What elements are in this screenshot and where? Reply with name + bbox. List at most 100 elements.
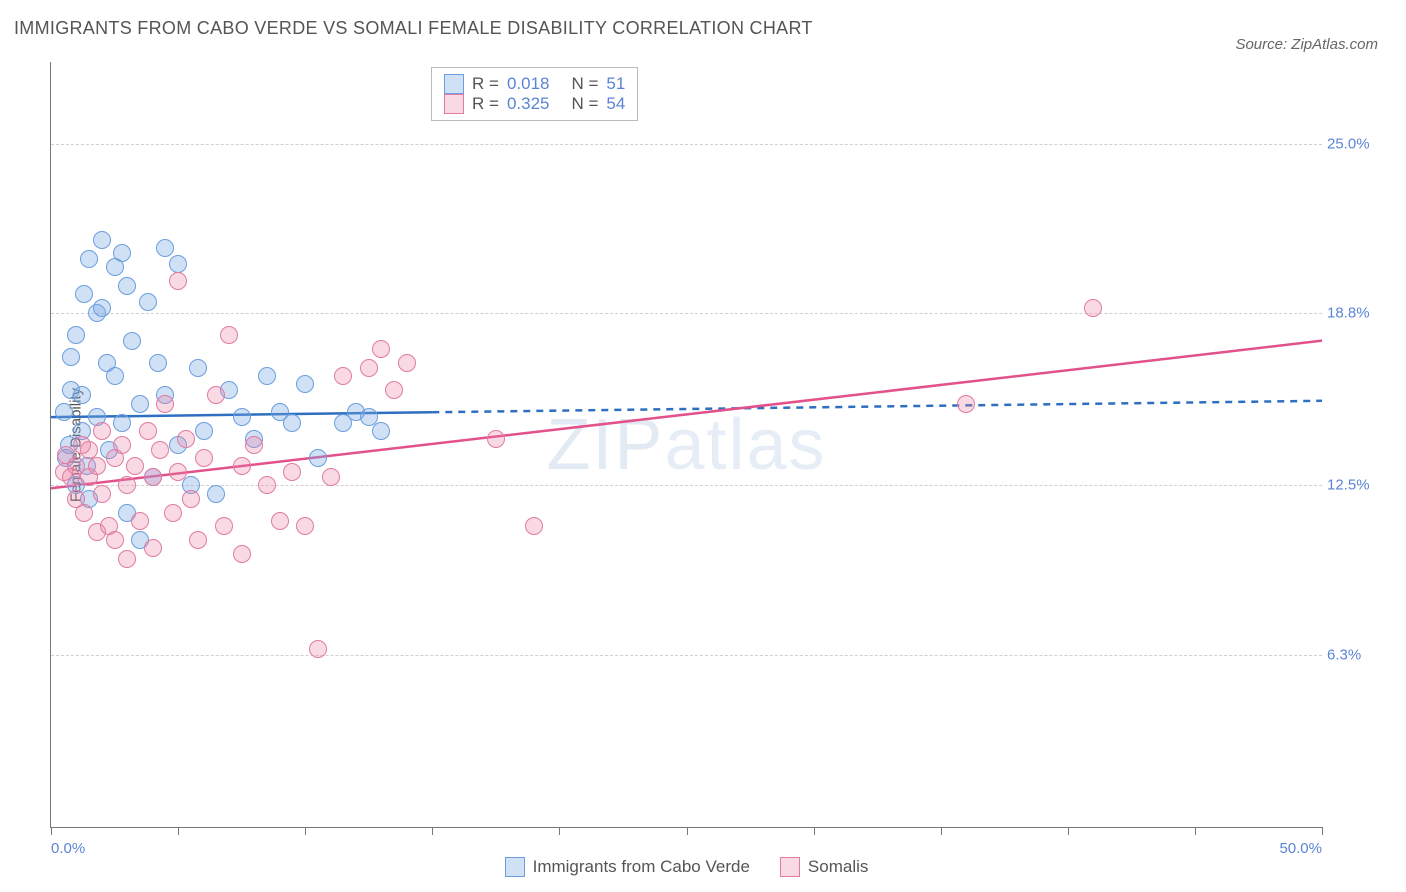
data-point	[144, 539, 162, 557]
data-point	[93, 231, 111, 249]
data-point	[182, 490, 200, 508]
data-point	[177, 430, 195, 448]
data-point	[113, 436, 131, 454]
data-point	[195, 422, 213, 440]
data-point	[106, 367, 124, 385]
data-point	[372, 422, 390, 440]
data-point	[195, 449, 213, 467]
data-point	[55, 403, 73, 421]
gridline	[51, 313, 1322, 314]
y-tick-label: 18.8%	[1327, 305, 1382, 322]
page-title: IMMIGRANTS FROM CABO VERDE VS SOMALI FEM…	[14, 18, 1392, 39]
data-point	[296, 375, 314, 393]
data-point	[73, 386, 91, 404]
data-point	[156, 395, 174, 413]
x-tick	[559, 827, 560, 835]
data-point	[334, 367, 352, 385]
data-point	[309, 449, 327, 467]
y-tick-label: 6.3%	[1327, 646, 1382, 663]
data-point	[233, 457, 251, 475]
data-point	[189, 531, 207, 549]
data-point	[118, 476, 136, 494]
data-point	[156, 239, 174, 257]
data-point	[126, 457, 144, 475]
data-point	[487, 430, 505, 448]
legend-item: Somalis	[780, 857, 868, 877]
data-point	[139, 293, 157, 311]
x-tick	[687, 827, 688, 835]
data-point	[75, 504, 93, 522]
plot-area: Female Disability ZIPatlas R = 0.018N = …	[50, 62, 1322, 828]
data-point	[131, 395, 149, 413]
data-point	[1084, 299, 1102, 317]
data-point	[144, 468, 162, 486]
stat-row: R = 0.325N = 54	[444, 94, 625, 114]
watermark: ZIPatlas	[546, 404, 826, 486]
series-legend: Immigrants from Cabo Verde Somalis	[51, 857, 1322, 877]
data-point	[258, 367, 276, 385]
data-point	[93, 485, 111, 503]
data-point	[309, 640, 327, 658]
data-point	[398, 354, 416, 372]
data-point	[93, 299, 111, 317]
x-tick	[1195, 827, 1196, 835]
data-point	[189, 359, 207, 377]
data-point	[169, 272, 187, 290]
x-tick	[814, 827, 815, 835]
data-point	[118, 550, 136, 568]
data-point	[75, 285, 93, 303]
data-point	[322, 468, 340, 486]
data-point	[233, 408, 251, 426]
x-tick	[941, 827, 942, 835]
x-tick-label: 50.0%	[1279, 840, 1322, 857]
stats-legend-box: R = 0.018N = 51R = 0.325N = 54	[431, 67, 638, 121]
data-point	[169, 255, 187, 273]
data-point	[245, 436, 263, 454]
legend-item: Immigrants from Cabo Verde	[505, 857, 750, 877]
data-point	[360, 359, 378, 377]
data-point	[67, 326, 85, 344]
x-tick-label: 0.0%	[51, 840, 85, 857]
data-point	[207, 485, 225, 503]
y-tick-label: 12.5%	[1327, 477, 1382, 494]
data-point	[113, 414, 131, 432]
data-point	[139, 422, 157, 440]
data-point	[372, 340, 390, 358]
data-point	[169, 463, 187, 481]
data-point	[151, 441, 169, 459]
chart-container: Female Disability ZIPatlas R = 0.018N = …	[14, 50, 1392, 878]
data-point	[88, 457, 106, 475]
data-point	[93, 422, 111, 440]
data-point	[233, 545, 251, 563]
data-point	[164, 504, 182, 522]
gridline	[51, 485, 1322, 486]
data-point	[283, 463, 301, 481]
x-tick	[178, 827, 179, 835]
x-tick	[51, 827, 52, 835]
data-point	[80, 441, 98, 459]
data-point	[62, 348, 80, 366]
data-point	[207, 386, 225, 404]
data-point	[118, 277, 136, 295]
data-point	[106, 531, 124, 549]
trend-lines	[51, 62, 1322, 827]
data-point	[215, 517, 233, 535]
x-tick	[1322, 827, 1323, 835]
x-tick	[1068, 827, 1069, 835]
data-point	[123, 332, 141, 350]
data-point	[525, 517, 543, 535]
data-point	[220, 326, 238, 344]
data-point	[149, 354, 167, 372]
y-tick-label: 25.0%	[1327, 135, 1382, 152]
data-point	[283, 414, 301, 432]
data-point	[385, 381, 403, 399]
data-point	[271, 512, 289, 530]
data-point	[957, 395, 975, 413]
data-point	[113, 244, 131, 262]
data-point	[258, 476, 276, 494]
data-point	[131, 512, 149, 530]
gridline	[51, 655, 1322, 656]
stat-row: R = 0.018N = 51	[444, 74, 625, 94]
x-tick	[305, 827, 306, 835]
data-point	[80, 250, 98, 268]
